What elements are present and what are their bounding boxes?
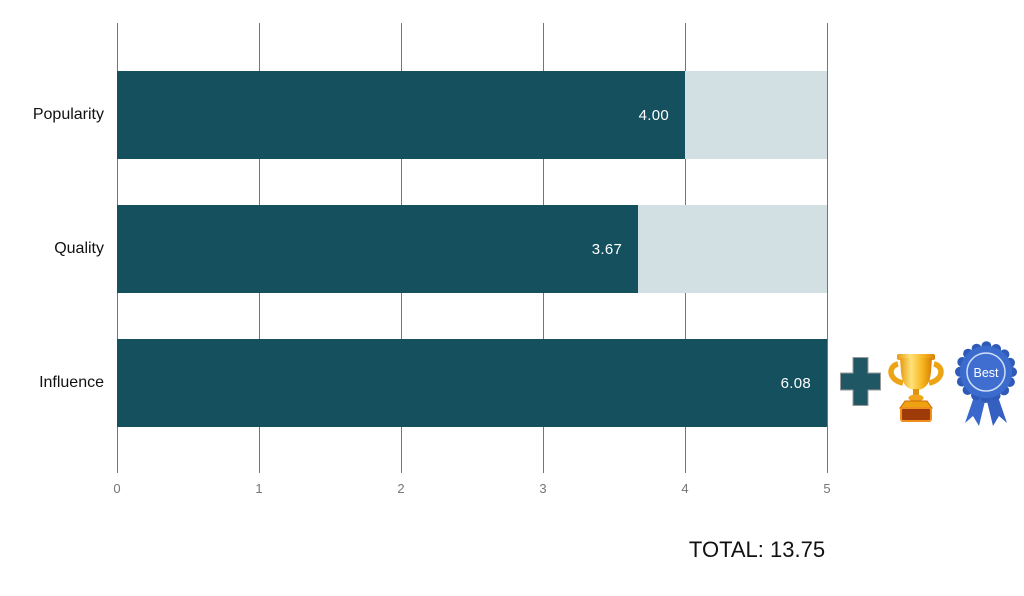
bar-track-popularity: 4.00 — [117, 71, 827, 159]
total-label: TOTAL: 13.75 — [688, 537, 826, 562]
x-axis-tick-label: 5 — [823, 481, 831, 496]
plus-icon — [840, 357, 881, 411]
bar-value-label: 3.67 — [591, 240, 623, 258]
best-ribbon-icon: Best — [954, 341, 1018, 434]
trophy-icon — [887, 349, 945, 428]
bar-fill-influence: 6.08 — [117, 339, 827, 427]
category-label-influence: Influence — [39, 374, 104, 391]
bar-fill-popularity: 4.00 — [117, 71, 685, 159]
x-axis-tick-label: 3 — [539, 481, 547, 496]
x-axis-tick-label: 4 — [681, 481, 689, 496]
bar-fill-quality: 3.67 — [117, 205, 639, 293]
x-axis-tick-label: 2 — [397, 481, 405, 496]
category-label-popularity: Popularity — [32, 106, 104, 123]
bar-value-label: 6.08 — [780, 374, 811, 392]
bar-track-quality: 3.67 — [117, 205, 827, 293]
bar-value-label: 4.00 — [638, 106, 669, 124]
bar-track-influence: 6.08 — [117, 339, 827, 427]
x-axis-tick-label: 1 — [255, 481, 263, 496]
category-label-quality: Quality — [54, 240, 104, 257]
gridline-5 — [826, 23, 828, 473]
x-axis: 0 1 2 3 4 5 — [113, 481, 831, 499]
best-ribbon-label: Best — [973, 366, 999, 380]
x-axis-tick-label: 0 — [113, 481, 121, 496]
